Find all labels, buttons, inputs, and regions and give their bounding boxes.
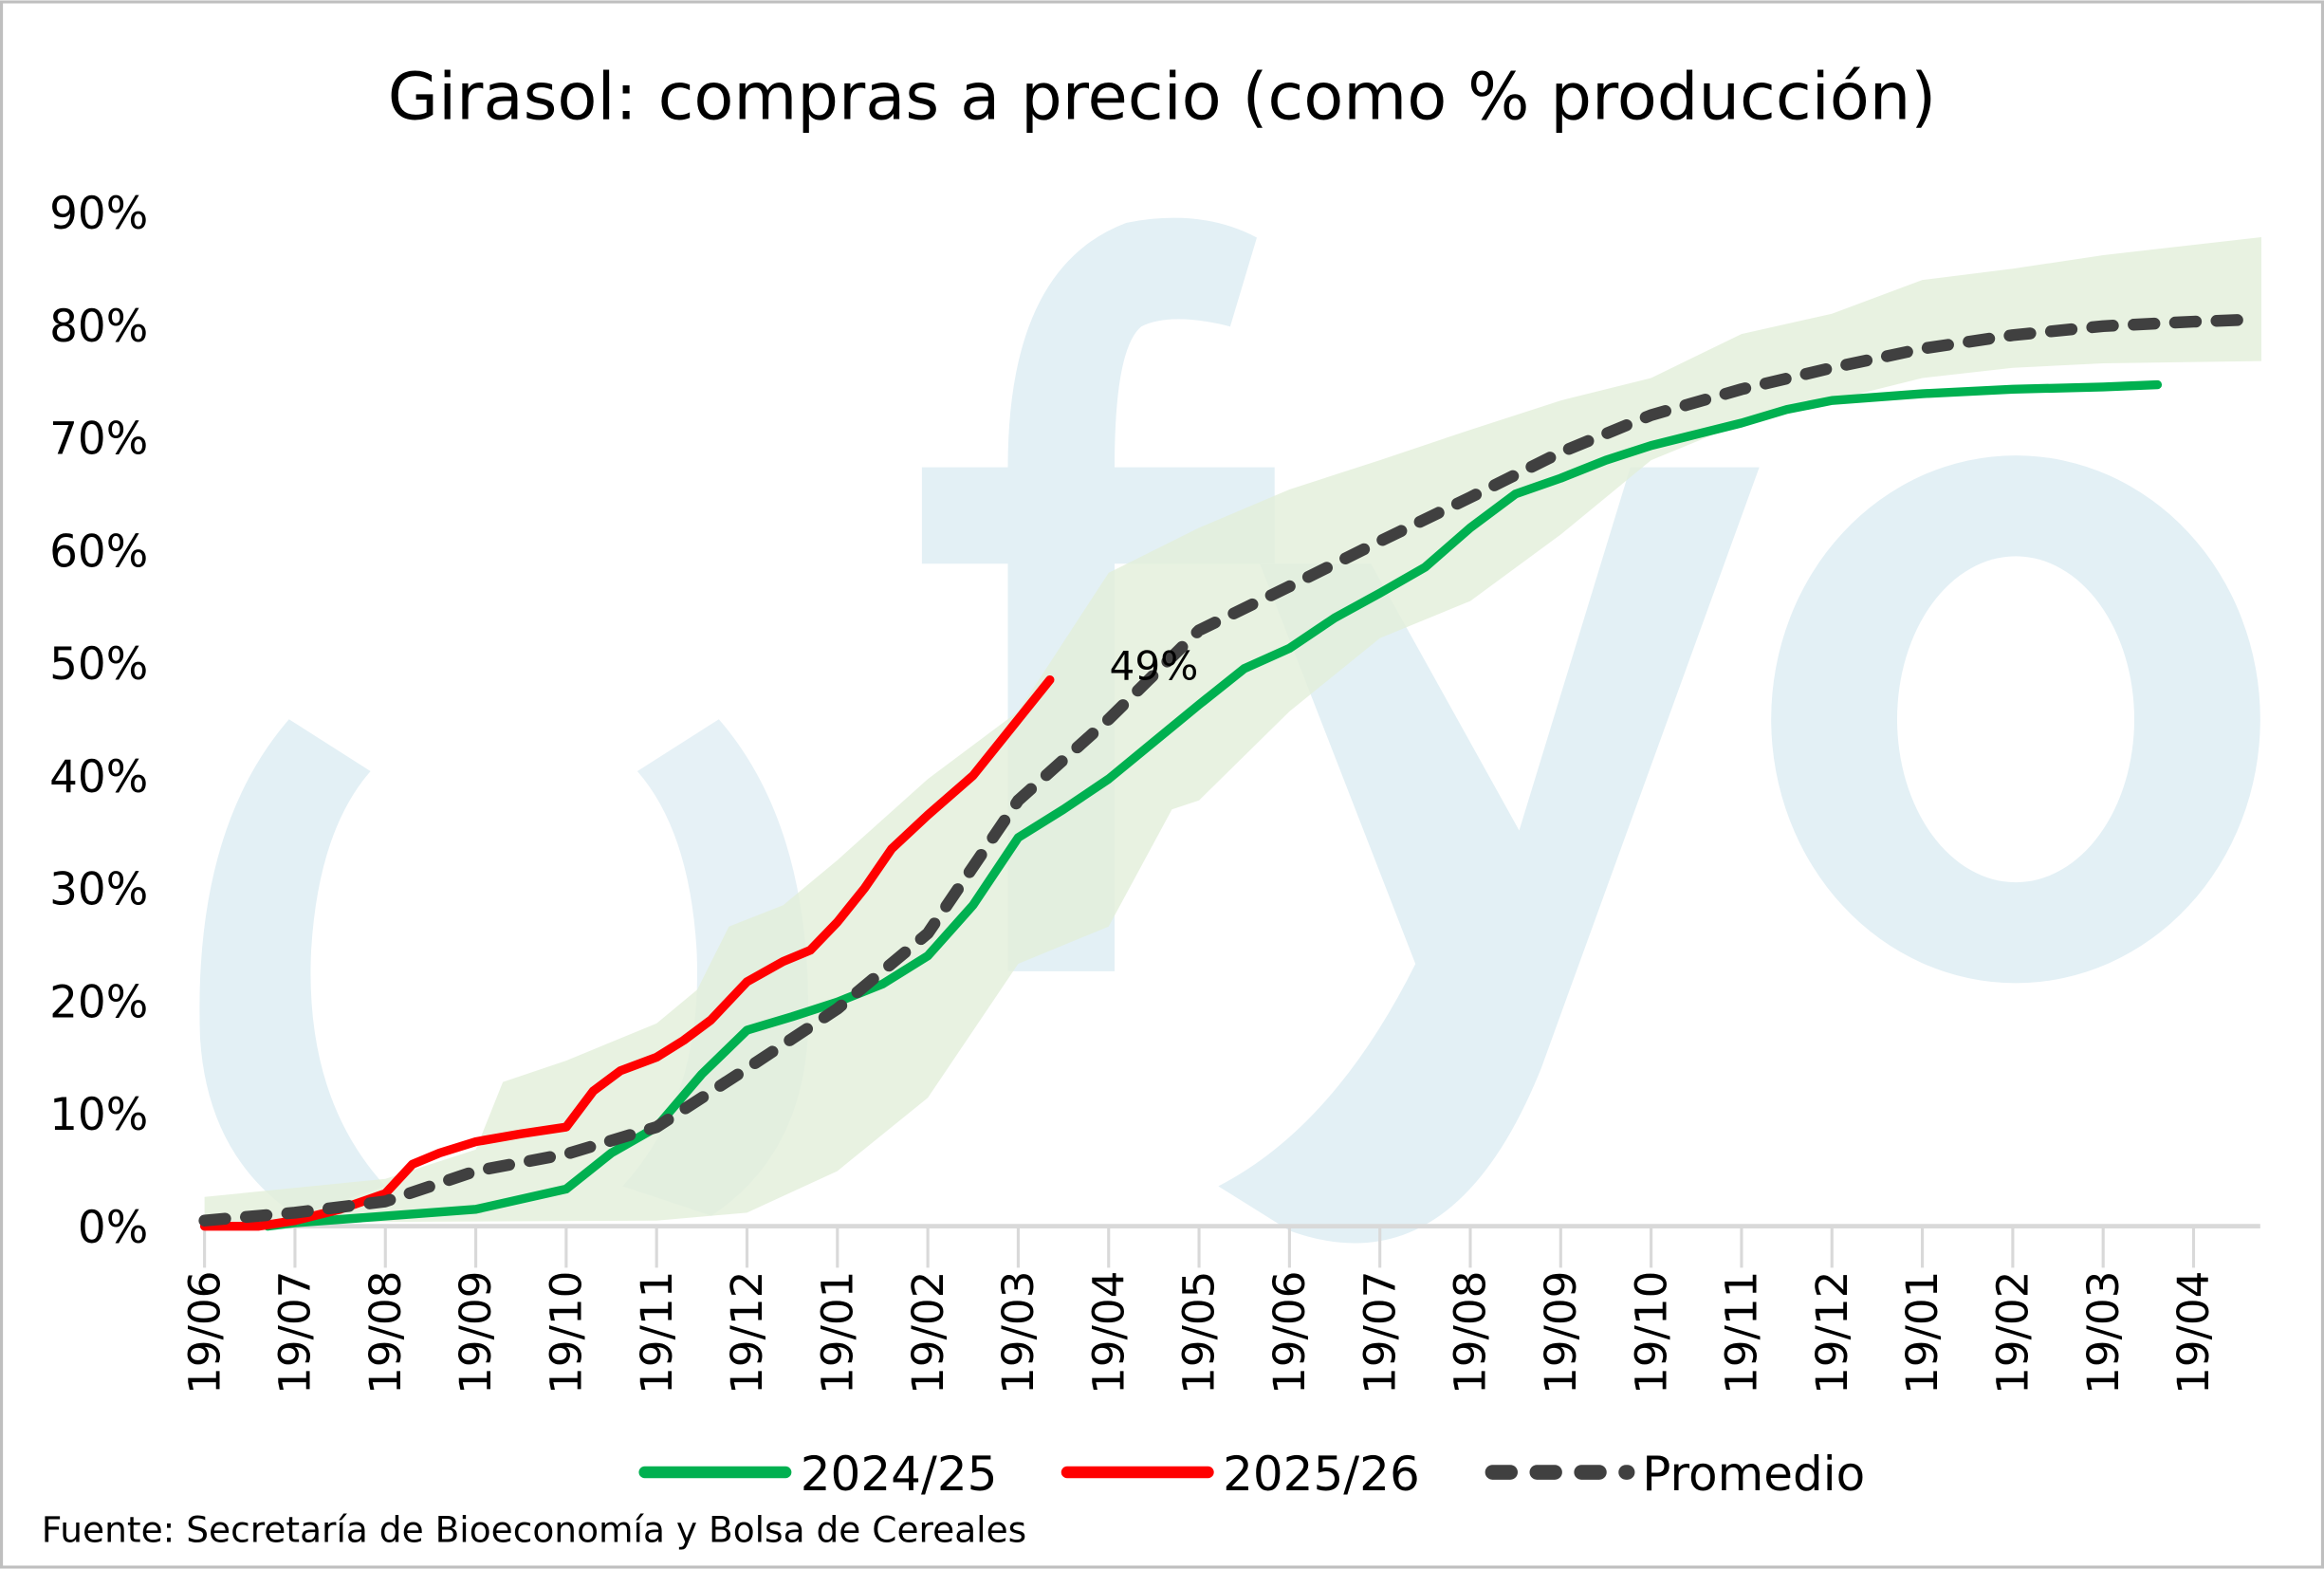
x-tick-label: 19/07 [270,1271,321,1395]
series-line-promedio [198,313,2263,1227]
x-tick-label: 19/03 [993,1271,1043,1395]
x-tick-label: 19/06 [179,1271,230,1395]
y-tick-label: 0% [78,1202,148,1254]
x-tick-label: 19/11 [632,1271,682,1395]
x-tick-label: 19/01 [812,1271,862,1395]
x-tick-label: 19/04 [1083,1271,1134,1395]
x-tick-label: 19/10 [1626,1271,1676,1395]
y-tick-label: 30% [49,864,148,916]
x-tick-label: 19/08 [360,1271,411,1395]
axes: 0% 10% 20% 30% 40% 50% 60% 70% 80% 90% 19/06 19/07 1… [49,188,2260,1394]
y-tick-label: 50% [49,638,148,691]
x-tick-label: 19/08 [1446,1271,1496,1395]
x-tick-label: 19/05 [1174,1271,1225,1395]
series-lines [198,313,2263,1231]
y-tick-label: 40% [49,751,148,803]
range-band [204,237,2261,1224]
y-tick-label: 70% [49,414,148,466]
x-tick-label: 19/10 [542,1271,592,1395]
legend-label: 2025/26 [1223,1447,1420,1502]
y-tick-label: 80% [49,301,148,353]
annotation-label: 49% [1110,643,1199,690]
x-tick-label: 19/12 [1807,1271,1857,1395]
y-tick-label: 20% [49,976,148,1028]
y-tick-label: 60% [49,526,148,578]
range-band-area [204,237,2261,1224]
x-tick-label: 19/02 [903,1271,953,1395]
x-tick-label: 19/09 [1536,1271,1586,1395]
x-tick-label: 19/01 [1897,1271,1947,1395]
legend: 2024/25 2025/26 Promedio [638,1447,1865,1502]
series-line-2025-26 [199,675,1055,1231]
x-tick-label: 19/02 [1988,1271,2038,1395]
chart-title: Girasol: compras a precio (como % produc… [388,59,1936,135]
x-tick-label: 19/06 [1264,1271,1315,1395]
source-note: Fuente: Secretaría de Bioeconomía y Bols… [42,1508,1026,1550]
x-tick-label: 19/12 [722,1271,772,1395]
x-tick-label: 19/03 [2078,1271,2129,1395]
y-tick-label: 10% [49,1089,148,1141]
x-tick-label: 19/04 [2168,1271,2219,1395]
x-tick-label: 19/09 [451,1271,501,1395]
y-tick-label: 90% [49,188,148,240]
legend-label: 2024/25 [801,1447,998,1502]
x-tick-label: 19/11 [1717,1271,1767,1395]
x-tick-label: 19/07 [1355,1271,1405,1395]
legend-label: Promedio [1642,1447,1865,1502]
